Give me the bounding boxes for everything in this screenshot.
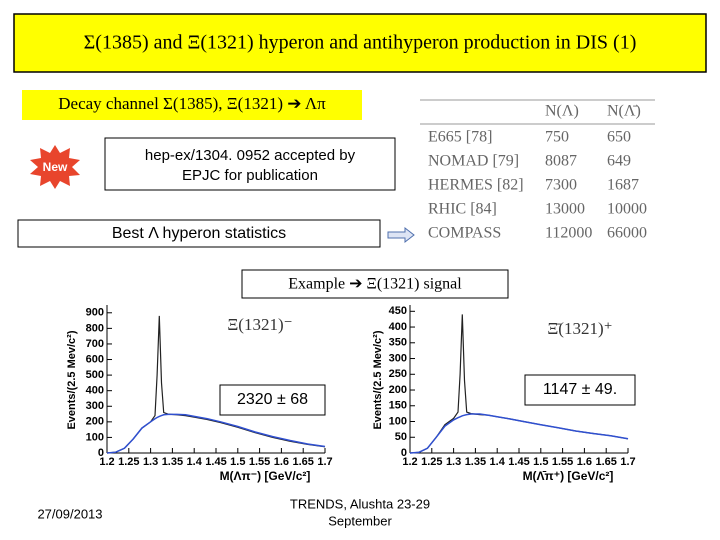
x-tick-label: 1.5 (533, 456, 548, 468)
y-axis-label: Events/(2.5 Mev/c²) (372, 330, 384, 429)
badge-text: New (43, 160, 68, 174)
table-cell: 66000 (607, 225, 647, 242)
plot-label: Ξ̄(1321)⁺ (547, 319, 612, 338)
x-tick-label: 1.3 (143, 456, 158, 468)
x-tick-label: 1.4 (490, 456, 506, 468)
annotation-box (524, 374, 636, 406)
title-box (13, 13, 707, 73)
footer-event: TRENDS, Alushta 23-29 (290, 496, 430, 511)
example-box (241, 269, 509, 299)
table-cell: 13000 (545, 201, 585, 218)
statistics-box (17, 219, 381, 248)
table-cell: 750 (545, 129, 569, 146)
y-tick-label: 450 (389, 305, 407, 317)
y-tick-label: 400 (389, 321, 407, 333)
table-cell: RHIC [84] (428, 201, 497, 218)
x-axis-label: M(Λ̄π⁺) [GeV/c²] (523, 469, 614, 483)
x-tick-label: 1.65 (595, 456, 616, 468)
title: Σ(1385) and Ξ(1321) hyperon and antihype… (84, 32, 637, 54)
y-axis-label: Events/(2.5 Mev/c²) (66, 330, 78, 429)
x-tick-label: 1.25 (118, 456, 139, 468)
x-tick-label: 1.45 (508, 456, 529, 468)
x-tick-label: 1.55 (249, 456, 270, 468)
statistics-label: Best Λ hyperon statistics (112, 225, 286, 242)
y-tick-label: 900 (86, 307, 104, 319)
y-tick-label: 350 (389, 337, 407, 349)
y-tick-label: 700 (86, 338, 104, 350)
fit-curve (106, 413, 326, 454)
x-tick-label: 1.3 (446, 456, 461, 468)
y-tick-label: 300 (389, 352, 407, 364)
y-tick-label: 250 (389, 368, 407, 380)
annotation: 1147 ± 49. (543, 381, 617, 398)
x-axis-label: M(Λπ⁻) [GeV/c²] (220, 469, 311, 483)
subtitle-box (22, 90, 362, 120)
x-tick-label: 1.45 (205, 456, 226, 468)
x-tick-label: 1.5 (230, 456, 245, 468)
note-line: hep-ex/1304. 0952 accepted by (145, 147, 356, 164)
y-tick-label: 800 (86, 322, 104, 334)
table-cell: 1687 (607, 177, 639, 194)
x-tick-label: 1.25 (421, 456, 442, 468)
example-label: Example ➔ Ξ(1321) signal (288, 276, 462, 293)
histogram (106, 315, 326, 454)
x-tick-label: 1.2 (402, 456, 417, 468)
x-tick-label: 1.35 (465, 456, 486, 468)
x-tick-label: 1.55 (552, 456, 573, 468)
y-tick-label: 600 (86, 353, 104, 365)
table-cell: 8087 (545, 153, 577, 170)
subtitle: Decay channel Σ(1385), Ξ(1321) ➔ Λπ (58, 94, 326, 113)
x-tick-label: 1.65 (292, 456, 313, 468)
table-cell: 650 (607, 129, 631, 146)
table-cell: 649 (607, 153, 631, 170)
y-tick-label: 200 (389, 384, 407, 396)
plot-label: Ξ(1321)⁻ (227, 315, 292, 334)
footer-event: September (328, 513, 392, 528)
x-tick-label: 1.4 (187, 456, 203, 468)
x-tick-label: 1.6 (274, 456, 289, 468)
table-header: N(Λ̄) (607, 103, 641, 120)
annotation: 2320 ± 68 (237, 391, 308, 408)
y-tick-label: 50 (395, 431, 407, 443)
y-tick-label: 400 (86, 385, 104, 397)
x-tick-label: 1.35 (162, 456, 183, 468)
annotation-box (219, 384, 326, 416)
arrow (387, 226, 415, 244)
new-badge (30, 145, 80, 189)
y-tick-label: 150 (389, 400, 407, 412)
table-cell: NOMAD [79] (428, 153, 519, 170)
y-tick-label: 0 (98, 447, 104, 459)
table-cell: 7300 (545, 177, 577, 194)
y-tick-label: 200 (86, 416, 104, 428)
table-cell: COMPASS (428, 225, 501, 242)
table-cell: HERMES [82] (428, 177, 524, 194)
x-tick-label: 1.7 (317, 456, 332, 468)
y-tick-label: 300 (86, 400, 104, 412)
y-tick-label: 0 (401, 447, 407, 459)
table-cell: 112000 (545, 225, 592, 242)
note-box (104, 137, 396, 191)
fit-curve (409, 413, 629, 454)
y-tick-label: 500 (86, 369, 104, 381)
table-cell: 10000 (607, 201, 647, 218)
table-cell: E665 [78] (428, 129, 492, 146)
note-line: EPJC for publication (182, 167, 318, 184)
x-tick-label: 1.6 (577, 456, 592, 468)
x-tick-label: 1.2 (99, 456, 114, 468)
table-header: N(Λ) (545, 103, 579, 120)
footer-date: 27/09/2013 (37, 506, 102, 521)
y-tick-label: 100 (389, 415, 407, 427)
y-tick-label: 100 (86, 431, 104, 443)
x-tick-label: 1.7 (620, 456, 635, 468)
table: N(Λ) N(Λ̄) E665 [78] 750 650 NOMAD [79] 8087 64… (420, 99, 655, 242)
